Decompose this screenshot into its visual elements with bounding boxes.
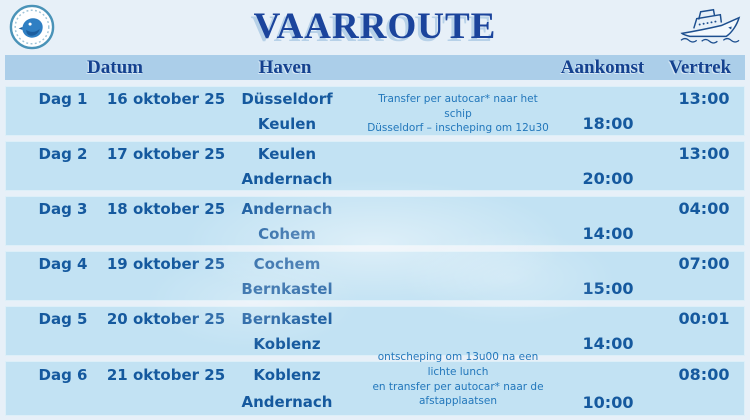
harbor-arrival: Andernach (241, 393, 333, 412)
harbor-departure: Düsseldorf (241, 89, 333, 108)
day-label: Dag 6 (38, 365, 88, 384)
date: 21 oktober 25 (106, 365, 226, 384)
date: 16 oktober 25 (106, 89, 226, 108)
arrival-time: 14:00 (582, 224, 634, 243)
harbor-departure: Andernach (241, 199, 333, 218)
row-note: ontscheping om 13u00 na een lichte lunch… (363, 351, 553, 416)
day-label: Dag 3 (38, 199, 88, 218)
arrival-time: 10:00 (582, 392, 634, 412)
harbor-arrival: Koblenz (253, 334, 321, 353)
date: 19 oktober 25 (106, 254, 226, 273)
harbor-departure: Keulen (257, 144, 317, 163)
row-note (363, 196, 553, 246)
harbor-departure: Bernkastel (241, 309, 333, 328)
harbor-arrival: Bernkastel (241, 279, 333, 298)
bird-badge-logo (9, 4, 55, 54)
departure-time: 08:00 (678, 365, 730, 385)
day-label: Dag 2 (38, 144, 88, 163)
harbor-departure: Cochem (253, 254, 321, 273)
date: 20 oktober 25 (106, 309, 226, 328)
day-label: Dag 1 (38, 89, 88, 108)
itinerary-rows: Dag 1 16 oktober 25 Düsseldorf Transfer … (5, 86, 745, 416)
arrival-time: 18:00 (582, 114, 634, 133)
row-note (363, 251, 553, 301)
itinerary-row-day1: Dag 1 16 oktober 25 Düsseldorf Transfer … (5, 86, 745, 136)
itinerary-row-day4: Dag 4 19 oktober 25 Cochem 07:00 Bernkas… (5, 251, 745, 301)
harbor-arrival: Keulen (257, 114, 317, 133)
itinerary-row-day2: Dag 2 17 oktober 25 Keulen 13:00 Anderna… (5, 141, 745, 191)
departure-time: 07:00 (678, 254, 730, 273)
arrival-time: 15:00 (582, 279, 634, 298)
itinerary-row-day3: Dag 3 18 oktober 25 Andernach 04:00 Cohe… (5, 196, 745, 246)
arrival-time: 14:00 (582, 334, 634, 353)
row-note (363, 141, 553, 191)
top-bar: VAARROUTE (0, 0, 750, 52)
note-line1: ontscheping om 13u00 na een lichte lunch (377, 351, 539, 378)
departure-time: 13:00 (678, 89, 730, 108)
harbor-arrival: Cohem (258, 224, 316, 243)
day-label: Dag 4 (38, 254, 88, 273)
header-datum: Datum (87, 56, 143, 78)
itinerary-row-day5: Dag 5 20 oktober 25 Bernkastel 00:01 Kob… (5, 306, 745, 356)
day-label: Dag 5 (38, 309, 88, 328)
header-haven: Haven (258, 56, 312, 78)
departure-time: 00:01 (678, 309, 730, 328)
cruise-ship-icon (679, 5, 743, 52)
harbor-departure: Koblenz (253, 365, 321, 384)
departure-time: 13:00 (678, 144, 730, 163)
departure-time: 04:00 (678, 199, 730, 218)
note-line1: Transfer per autocar* naar het schip (378, 93, 538, 120)
harbor-arrival: Andernach (241, 169, 333, 188)
arrival-time: 20:00 (582, 169, 634, 188)
header-vertrek: Vertrek (668, 56, 732, 78)
row-note: Transfer per autocar* naar het schip Düs… (363, 86, 553, 136)
row-note (363, 306, 553, 356)
itinerary-row-day6: Dag 6 21 oktober 25 Koblenz ontscheping … (5, 351, 745, 416)
date: 18 oktober 25 (106, 199, 226, 218)
note-line2: Düsseldorf – inscheping om 12u30 (367, 122, 549, 135)
table-header: Datum Haven Aankomst Vertrek (5, 55, 745, 80)
note-line2: en transfer per autocar* naar de afstapp… (372, 380, 544, 408)
page-title: VAARROUTE (253, 6, 497, 47)
date: 17 oktober 25 (106, 144, 226, 163)
header-aankomst: Aankomst (560, 56, 645, 78)
